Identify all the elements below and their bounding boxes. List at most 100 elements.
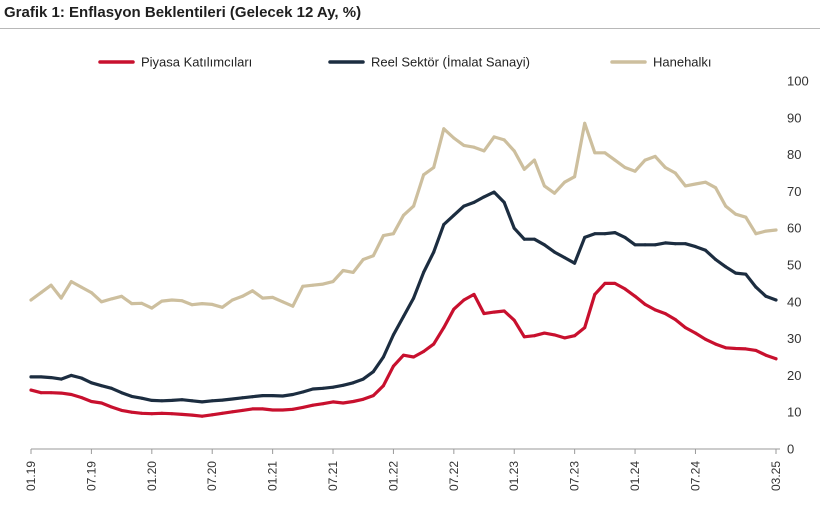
data-point bbox=[754, 348, 758, 352]
data-point bbox=[563, 256, 567, 260]
data-point bbox=[583, 235, 587, 239]
data-point bbox=[744, 347, 748, 351]
data-point bbox=[89, 400, 93, 403]
data-point bbox=[341, 401, 345, 405]
data-point bbox=[69, 393, 73, 396]
data-point bbox=[432, 250, 436, 254]
data-point bbox=[150, 306, 154, 310]
data-point bbox=[230, 298, 234, 302]
x-tick-label: 03.25 bbox=[769, 461, 783, 491]
data-point bbox=[643, 243, 647, 247]
data-point bbox=[663, 166, 667, 169]
data-point bbox=[553, 333, 556, 337]
data-point bbox=[321, 402, 325, 406]
data-point bbox=[110, 405, 113, 409]
data-point bbox=[261, 394, 265, 398]
y-tick-label: 50 bbox=[787, 258, 801, 273]
data-point bbox=[472, 145, 476, 149]
data-point bbox=[301, 390, 305, 394]
data-point bbox=[69, 280, 73, 284]
data-point bbox=[240, 408, 244, 412]
data-point bbox=[391, 333, 395, 337]
x-tick-label: 01.22 bbox=[386, 461, 400, 491]
y-tick-label: 40 bbox=[787, 294, 801, 309]
data-point bbox=[452, 213, 456, 217]
data-point bbox=[100, 300, 103, 304]
data-point bbox=[462, 204, 466, 208]
data-point bbox=[673, 171, 677, 175]
data-point bbox=[100, 401, 103, 405]
data-point bbox=[89, 381, 93, 385]
y-tick-label: 80 bbox=[787, 147, 801, 162]
x-tick-label: 01.23 bbox=[507, 461, 521, 491]
data-point bbox=[271, 394, 275, 398]
data-point bbox=[59, 377, 63, 381]
data-point bbox=[512, 149, 516, 153]
data-point bbox=[251, 395, 254, 399]
data-point bbox=[321, 386, 325, 390]
data-point bbox=[412, 296, 416, 300]
data-point bbox=[613, 158, 617, 162]
data-point bbox=[532, 237, 536, 241]
data-point bbox=[190, 399, 194, 403]
data-point bbox=[371, 370, 375, 374]
data-point bbox=[563, 336, 567, 340]
data-point bbox=[361, 377, 365, 381]
data-point bbox=[714, 186, 718, 190]
data-point bbox=[724, 265, 728, 269]
data-point bbox=[683, 326, 687, 330]
data-point bbox=[553, 191, 556, 195]
data-point bbox=[532, 158, 536, 162]
data-point bbox=[643, 158, 647, 162]
data-point bbox=[160, 299, 164, 303]
data-point bbox=[492, 190, 496, 194]
data-point bbox=[391, 364, 395, 368]
y-tick-label: 0 bbox=[787, 442, 794, 457]
data-point bbox=[774, 228, 778, 232]
data-point bbox=[120, 391, 124, 395]
data-point bbox=[734, 271, 738, 275]
data-point bbox=[673, 242, 677, 246]
data-point bbox=[79, 396, 83, 399]
data-point bbox=[663, 312, 667, 316]
chart-title: Grafik 1: Enflasyon Beklentileri (Gelece… bbox=[4, 4, 362, 21]
data-point bbox=[512, 226, 516, 230]
data-point bbox=[341, 269, 345, 272]
data-point bbox=[593, 232, 597, 236]
data-point bbox=[422, 270, 426, 274]
data-point bbox=[704, 180, 707, 184]
data-point bbox=[442, 223, 446, 226]
data-point bbox=[472, 200, 476, 204]
data-point bbox=[452, 307, 456, 311]
title-divider bbox=[0, 28, 820, 29]
data-point bbox=[220, 305, 224, 309]
data-point bbox=[29, 388, 33, 392]
y-tick-label: 100 bbox=[787, 74, 809, 89]
data-point bbox=[311, 387, 315, 391]
data-point bbox=[734, 212, 738, 216]
data-point bbox=[704, 337, 707, 341]
data-point bbox=[351, 381, 355, 385]
data-point bbox=[301, 284, 305, 288]
data-point bbox=[180, 412, 184, 416]
data-point bbox=[341, 383, 345, 387]
data-point bbox=[694, 182, 697, 186]
data-point bbox=[160, 411, 164, 415]
x-tick-label: 01.20 bbox=[145, 461, 159, 491]
data-point bbox=[573, 175, 577, 179]
data-point bbox=[613, 281, 617, 285]
data-point bbox=[371, 394, 375, 398]
data-point bbox=[261, 296, 265, 300]
data-point bbox=[200, 302, 204, 306]
data-point bbox=[130, 302, 134, 306]
x-tick-label: 07.20 bbox=[205, 461, 219, 491]
x-tick-label: 07.23 bbox=[568, 461, 582, 491]
legend-label: Piyasa Katılımcıları bbox=[141, 55, 252, 70]
y-tick-label: 70 bbox=[787, 184, 801, 199]
data-point bbox=[462, 143, 466, 147]
data-point bbox=[774, 298, 778, 302]
x-tick-label: 01.19 bbox=[24, 461, 38, 491]
data-point bbox=[29, 375, 33, 379]
data-point bbox=[734, 347, 738, 350]
data-point bbox=[643, 302, 647, 306]
